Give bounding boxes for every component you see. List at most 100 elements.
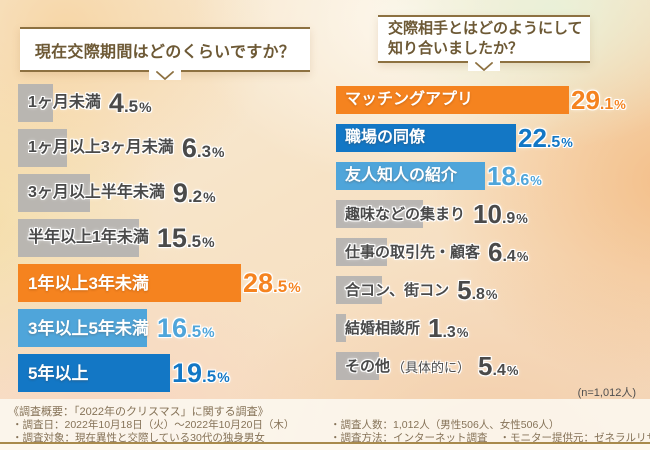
bottom-margin bbox=[0, 444, 650, 450]
value-dec: .5 bbox=[186, 231, 202, 251]
value-dec: .8 bbox=[471, 286, 485, 303]
value-dec: .3 bbox=[442, 324, 456, 341]
bar bbox=[336, 86, 569, 114]
value-int: 9 bbox=[172, 177, 188, 208]
value-int: 28 bbox=[243, 267, 274, 298]
bar-label: 1ヶ月未満 bbox=[28, 94, 101, 111]
value-percent-sign: % bbox=[202, 233, 215, 250]
value-percent-sign: % bbox=[212, 143, 225, 160]
value-dec: .4 bbox=[492, 362, 506, 379]
right-chart-title-line2: 知り合いましたか？ bbox=[388, 40, 524, 57]
value-percent-sign: % bbox=[203, 188, 216, 205]
value-percent-sign: % bbox=[139, 98, 152, 115]
bar-label: 結婚相談所 bbox=[345, 319, 421, 337]
bar-label: 趣味などの集まり bbox=[345, 205, 466, 223]
bar-label: 3年以上5年未満 bbox=[28, 318, 149, 338]
bar bbox=[336, 200, 423, 228]
value-dec: .5 bbox=[273, 276, 288, 296]
bar-value: 15.5% bbox=[156, 222, 215, 253]
bar-label: 仕事の取引先・顧客 bbox=[345, 243, 481, 261]
value-dec: .6 bbox=[515, 172, 530, 189]
value-percent-sign: % bbox=[202, 323, 215, 340]
left-chart-title-box: 現在交際期間はどのくらいですか？ bbox=[20, 27, 310, 81]
survey-summary: 《調査概要：「2022年のクリスマス」に関する調査》 ・調査日：2022年10月… bbox=[0, 399, 650, 445]
value-percent-sign: % bbox=[516, 211, 528, 226]
survey-summary-heading: 《調査概要：「2022年のクリスマス」に関する調査》 bbox=[8, 406, 269, 418]
value-int: 19 bbox=[172, 357, 203, 388]
value-dec: .3 bbox=[196, 141, 212, 161]
value-int: 18 bbox=[487, 161, 516, 191]
bar-label: 合コン、街コン bbox=[345, 281, 450, 299]
bar-row: 趣味などの集まり 10.9% bbox=[336, 200, 650, 228]
bar-value: 1.3% bbox=[428, 315, 468, 341]
value-int: 6 bbox=[488, 237, 503, 267]
bar-value: 18.6% bbox=[487, 163, 542, 189]
bar bbox=[336, 276, 382, 304]
value-percent-sign: % bbox=[530, 173, 542, 188]
value-int: 6 bbox=[181, 132, 197, 163]
value-dec: .2 bbox=[187, 186, 203, 206]
bar-value: 6.3% bbox=[181, 132, 225, 163]
survey-sample: ・調査人数：1,012人（男性506人、女性506人） bbox=[330, 419, 560, 431]
value-dec: .5 bbox=[546, 134, 561, 151]
value-int: 4 bbox=[108, 87, 124, 118]
value-int: 22 bbox=[518, 123, 547, 153]
right-chart-title-line1: 交際相手とはどのようにして bbox=[388, 20, 583, 38]
survey-target: ・調査対象：現在異性と交際している30代の独身男女 bbox=[12, 432, 265, 444]
bar-row: 結婚相談所 1.3% bbox=[336, 314, 650, 342]
bar-label: 職場の同僚 bbox=[345, 129, 426, 146]
bar-row: 1年以上3年未満 28.5% bbox=[18, 264, 332, 302]
sample-size-note: (n=1,012人) bbox=[577, 387, 636, 399]
survey-date: ・調査日：2022年10月18日（火）～2022年10月20日（木） bbox=[12, 419, 295, 431]
survey-method: ・調査方法：インターネット調査 bbox=[330, 432, 488, 444]
value-int: 15 bbox=[156, 222, 187, 253]
bar-value: 10.9% bbox=[473, 201, 528, 227]
value-dec: .5 bbox=[202, 366, 217, 386]
how-met-partner-chart: マッチングアプリ 29.1% 職場の同僚 22.5% 友人知人の紹介 18.6% 趣味などの… bbox=[336, 86, 650, 386]
bar-label: 1ヶ月以上3ヶ月未満 bbox=[28, 139, 174, 156]
bar-label: 1年以上3年未満 bbox=[28, 273, 149, 293]
bar-label: 3ヶ月以上半年未満 bbox=[28, 184, 165, 201]
bar-row: 1ヶ月以上3ヶ月未満 6.3% bbox=[18, 129, 332, 167]
value-dec: .9 bbox=[501, 210, 516, 227]
bar-label: マッチングアプリ bbox=[345, 91, 474, 108]
bar-row: 合コン、街コン 5.8% bbox=[336, 276, 650, 304]
bar-value: 22.5% bbox=[518, 125, 573, 151]
bar-row: 3ヶ月以上半年未満 9.2% bbox=[18, 174, 332, 212]
bar-label-suffix: （具体的に） bbox=[392, 359, 471, 375]
bar bbox=[18, 174, 90, 212]
bar-value: 4.5% bbox=[108, 87, 152, 118]
bar bbox=[18, 309, 147, 347]
right-chart-title-box: 交際相手とはどのようにして 知り合いましたか？ bbox=[378, 15, 590, 72]
relationship-duration-chart: 1ヶ月未満 4.5% 1ヶ月以上3ヶ月未満 6.3% 3ヶ月以上半年未満 9.2% 半年以上… bbox=[18, 84, 332, 394]
value-dec: .1 bbox=[599, 96, 614, 113]
survey-monitor: ・モニター提供元：ゼネラルリサーチ bbox=[499, 432, 650, 444]
value-percent-sign: % bbox=[456, 325, 469, 340]
bar-label: 半年以上1年未満 bbox=[28, 229, 149, 246]
bar-label: その他 bbox=[345, 357, 391, 375]
bar-value: 5.8% bbox=[457, 277, 497, 303]
bar-row: マッチングアプリ 29.1% bbox=[336, 86, 650, 114]
bar-value: 28.5% bbox=[243, 267, 301, 298]
left-chart-title: 現在交際期間はどのくらいですか？ bbox=[34, 43, 296, 61]
value-percent-sign: % bbox=[614, 97, 626, 112]
value-percent-sign: % bbox=[217, 368, 230, 385]
bar bbox=[18, 129, 67, 167]
bar-row: 職場の同僚 22.5% bbox=[336, 124, 650, 152]
bar-row: 仕事の取引先・顧客 6.4% bbox=[336, 238, 650, 266]
value-dec: .5 bbox=[186, 321, 202, 341]
value-int: 5 bbox=[478, 351, 493, 381]
bar-row: 3年以上5年未満 16.5% bbox=[18, 309, 332, 347]
survey-method-monitor: ・調査方法：インターネット調査・モニター提供元：ゼネラルリサーチ bbox=[330, 430, 650, 445]
bar-row: その他 （具体的に） 5.4% bbox=[336, 352, 650, 380]
bar bbox=[336, 162, 485, 190]
value-dec: .5 bbox=[123, 96, 139, 116]
bar-label: 5年以上 bbox=[28, 363, 89, 383]
bar bbox=[336, 238, 387, 266]
bar-label: 友人知人の紹介 bbox=[345, 167, 458, 184]
value-int: 29 bbox=[571, 85, 600, 115]
chevron-down-icon bbox=[468, 61, 500, 72]
value-int: 16 bbox=[156, 312, 187, 343]
bar bbox=[18, 264, 241, 302]
